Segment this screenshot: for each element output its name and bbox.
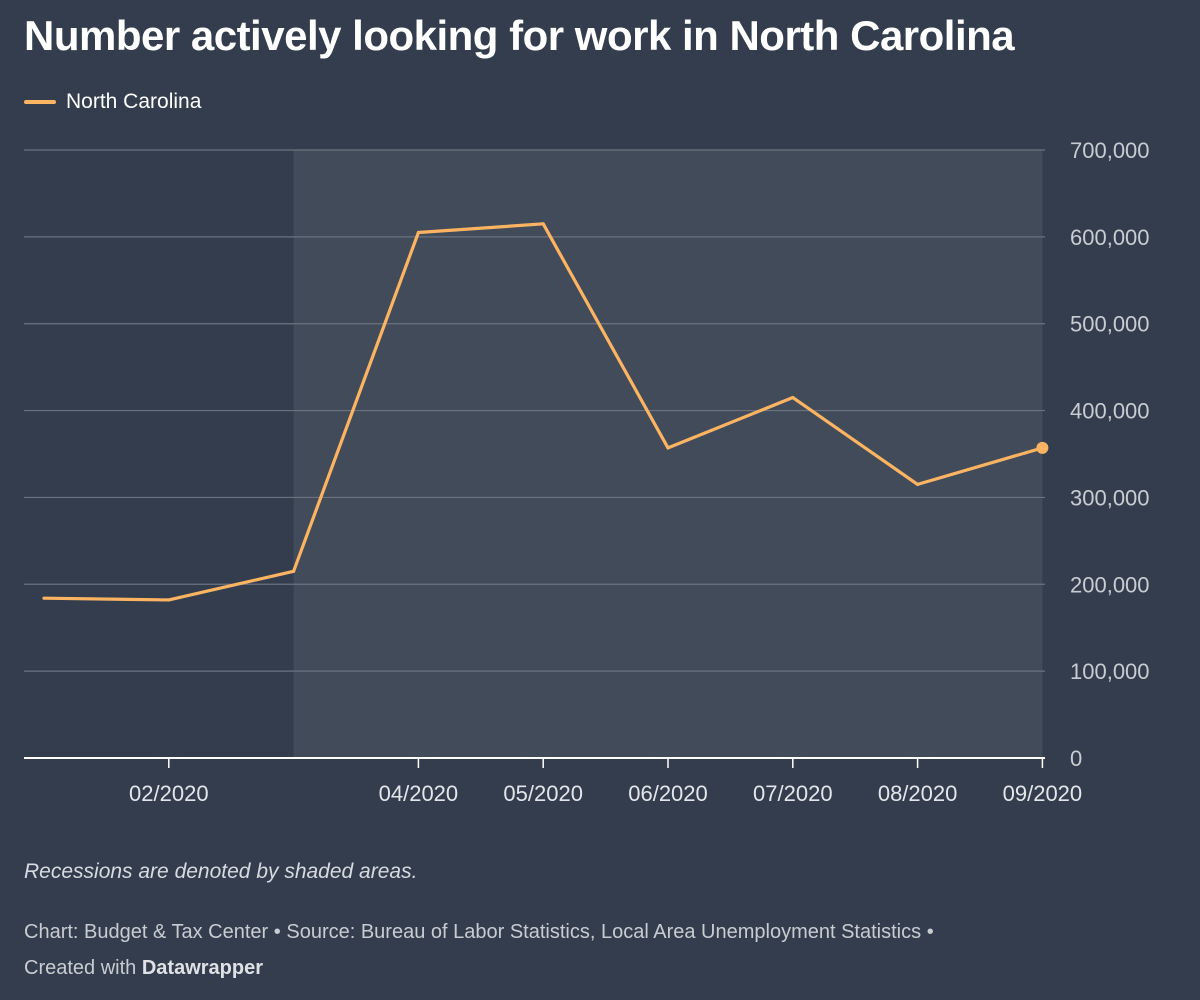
legend-label: North Carolina (66, 90, 202, 113)
series-line (42, 222, 1045, 602)
x-tick-label: 05/2020 (503, 781, 583, 806)
y-tick-label: 400,000 (1070, 399, 1150, 424)
x-tick-label: 07/2020 (753, 781, 833, 806)
series-segment (42, 596, 171, 602)
x-tick-label: 04/2020 (379, 781, 459, 806)
legend-swatch (24, 100, 56, 104)
y-tick-label: 300,000 (1070, 485, 1150, 510)
chart-notes: Recessions are denoted by shaded areas. (24, 860, 418, 883)
series-segment (791, 395, 920, 486)
series-segment (292, 230, 420, 573)
chart-footer: Chart: Budget & Tax Center • Source: Bur… (24, 914, 1174, 986)
series-end-point (1036, 441, 1049, 454)
series-segment (915, 446, 1045, 486)
chart-title: Number actively looking for work in Nort… (24, 12, 1015, 59)
series-segment (666, 395, 795, 450)
datawrapper-link[interactable]: Datawrapper (141, 957, 263, 979)
y-tick-label: 700,000 (1070, 138, 1150, 163)
y-tick-label: 500,000 (1070, 312, 1150, 337)
x-tick-label: 09/2020 (1003, 781, 1083, 806)
x-tick-label: 02/2020 (129, 781, 209, 806)
y-tick-label: 0 (1070, 746, 1082, 771)
series-segment (167, 569, 296, 602)
y-tick-label: 100,000 (1070, 659, 1150, 684)
x-tick-label: 08/2020 (878, 781, 958, 806)
footer-separator: • (926, 921, 934, 943)
chart-source: Source: Bureau of Labor Statistics, Loca… (286, 921, 922, 943)
line-chart: 0 100,000 200,000 300,000 400,000 500,000 600,… (24, 138, 1150, 806)
legend: North Carolina (24, 90, 201, 114)
series-segment (416, 222, 545, 235)
chart-credit: Chart: Budget & Tax Center (24, 921, 269, 943)
y-tick-label: 200,000 (1070, 572, 1150, 597)
footer-separator: • (273, 921, 281, 943)
x-tick-label: 06/2020 (628, 781, 708, 806)
created-with-text: Created with (24, 957, 137, 979)
recession-shade (293, 150, 1043, 758)
series-segment (541, 222, 670, 450)
y-tick-label: 600,000 (1070, 225, 1150, 250)
